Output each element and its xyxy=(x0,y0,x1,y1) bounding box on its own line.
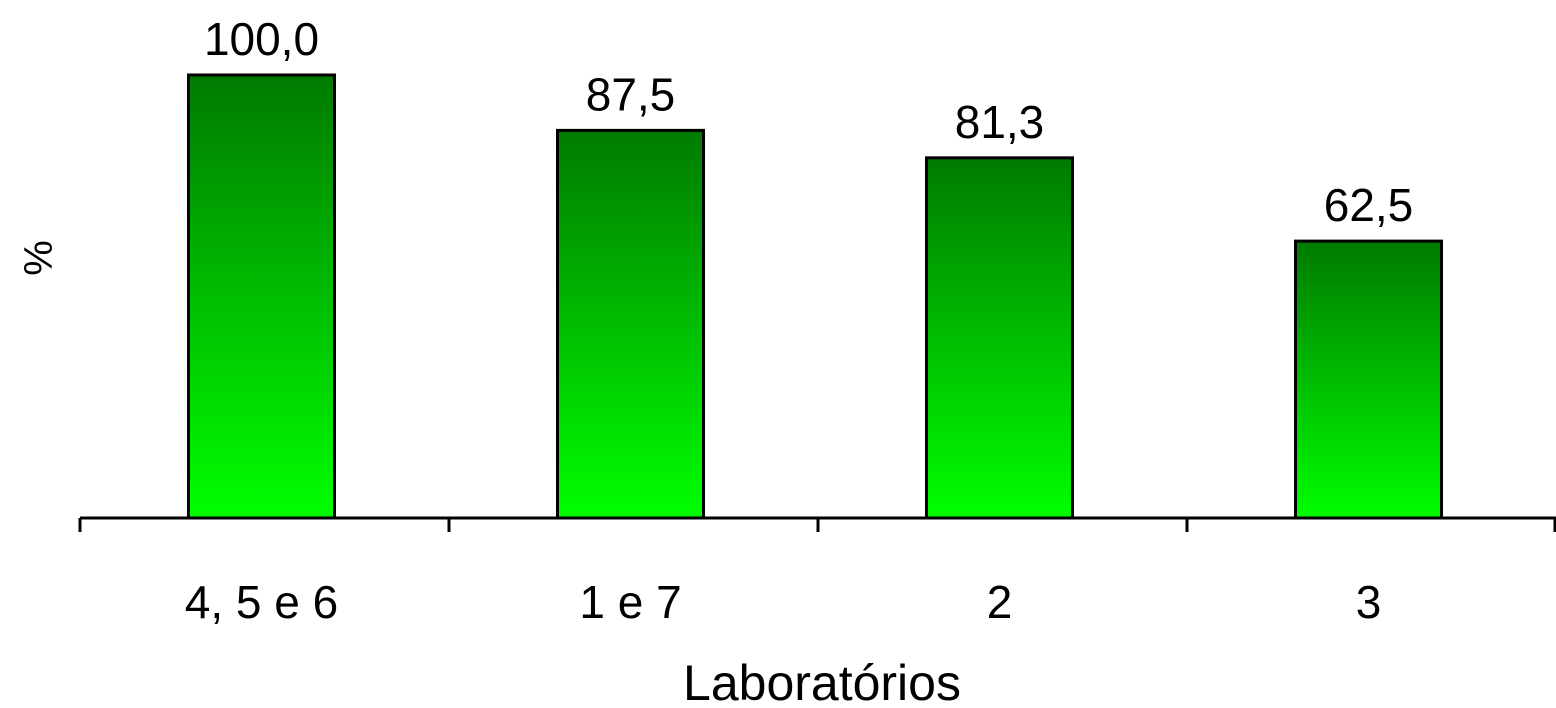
value-labels-group: 100,0 87,5 81,3 62,5 xyxy=(204,13,1413,231)
x-tick-label: 2 xyxy=(987,576,1013,628)
x-tick-labels-group: 4, 5 e 6 1 e 7 2 3 xyxy=(185,576,1382,628)
x-axis-title: Laboratórios xyxy=(683,655,961,708)
x-axis-ticks xyxy=(78,518,1556,532)
x-tick-label: 3 xyxy=(1356,576,1382,628)
bar-value-label: 62,5 xyxy=(1324,179,1414,231)
bar-value-label: 81,3 xyxy=(955,96,1045,148)
y-axis-title: % xyxy=(17,240,61,276)
bar-value-label: 87,5 xyxy=(586,68,676,120)
bar-3 xyxy=(925,156,1074,520)
x-tick-label: 4, 5 e 6 xyxy=(185,576,338,628)
bar-4 xyxy=(1294,239,1443,520)
bars-group xyxy=(187,73,1443,520)
bar-value-label: 100,0 xyxy=(204,13,319,65)
x-tick-label: 1 e 7 xyxy=(579,576,681,628)
bar-1 xyxy=(187,73,336,520)
bar-2 xyxy=(556,128,705,520)
